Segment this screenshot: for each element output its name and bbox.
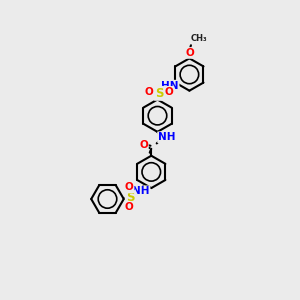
- Text: S: S: [126, 191, 134, 204]
- Text: O: O: [125, 202, 134, 212]
- Text: O: O: [185, 48, 194, 58]
- Text: O: O: [125, 182, 134, 192]
- Text: NH: NH: [132, 186, 150, 196]
- Text: CH₃: CH₃: [191, 34, 208, 43]
- Text: O: O: [165, 87, 173, 97]
- Text: HN: HN: [161, 81, 178, 91]
- Text: O: O: [139, 140, 148, 150]
- Text: S: S: [155, 87, 163, 100]
- Text: O: O: [145, 87, 153, 97]
- Text: NH: NH: [158, 132, 175, 142]
